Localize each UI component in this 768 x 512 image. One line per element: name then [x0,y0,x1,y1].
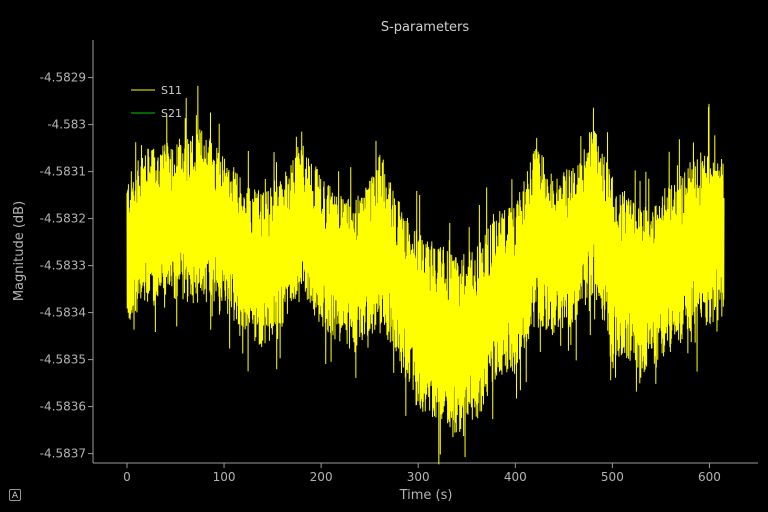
series-line-s11 [126,85,725,465]
x-tick-label: 600 [698,470,721,484]
y-tick-label: -4.5831 [40,165,86,179]
chart-title: S-parameters [381,20,470,35]
series-s11 [126,85,725,465]
x-tick-label: 500 [601,470,624,484]
x-tick-label: 300 [407,470,430,484]
y-axis: -4.5829 -4.583 -4.5831 -4.5832 -4.5833 -4.583… [12,40,94,463]
x-tick-label: 100 [213,470,236,484]
y-axis-label: Magnitude (dB) [12,201,27,301]
y-tick-label: -4.5834 [40,306,86,320]
legend: S11 S21 [131,84,182,120]
y-tick-label: -4.5837 [40,447,86,461]
x-tick-label: 400 [504,470,527,484]
y-tick-label: -4.5836 [40,400,86,414]
y-tick-label: -4.5833 [40,259,86,273]
x-axis-label: Time (s) [399,488,453,503]
legend-label-s11: S11 [161,84,182,97]
y-tick-label: -4.583 [47,118,86,132]
x-tick-label: 0 [123,470,131,484]
y-tick-label: -4.5829 [40,71,86,85]
y-tick-label: -4.5835 [40,353,86,367]
auto-range-button[interactable]: A [9,489,21,501]
legend-label-s21: S21 [161,107,182,120]
x-tick-labels: 0 100 200 300 400 500 600 [123,463,721,484]
y-tick-label: -4.5832 [40,212,86,226]
y-tick-labels: -4.5829 -4.583 -4.5831 -4.5832 -4.5833 -4.583… [40,71,93,461]
x-tick-label: 200 [310,470,333,484]
x-axis: 0 100 200 300 400 500 600 Time (s) [93,462,758,503]
